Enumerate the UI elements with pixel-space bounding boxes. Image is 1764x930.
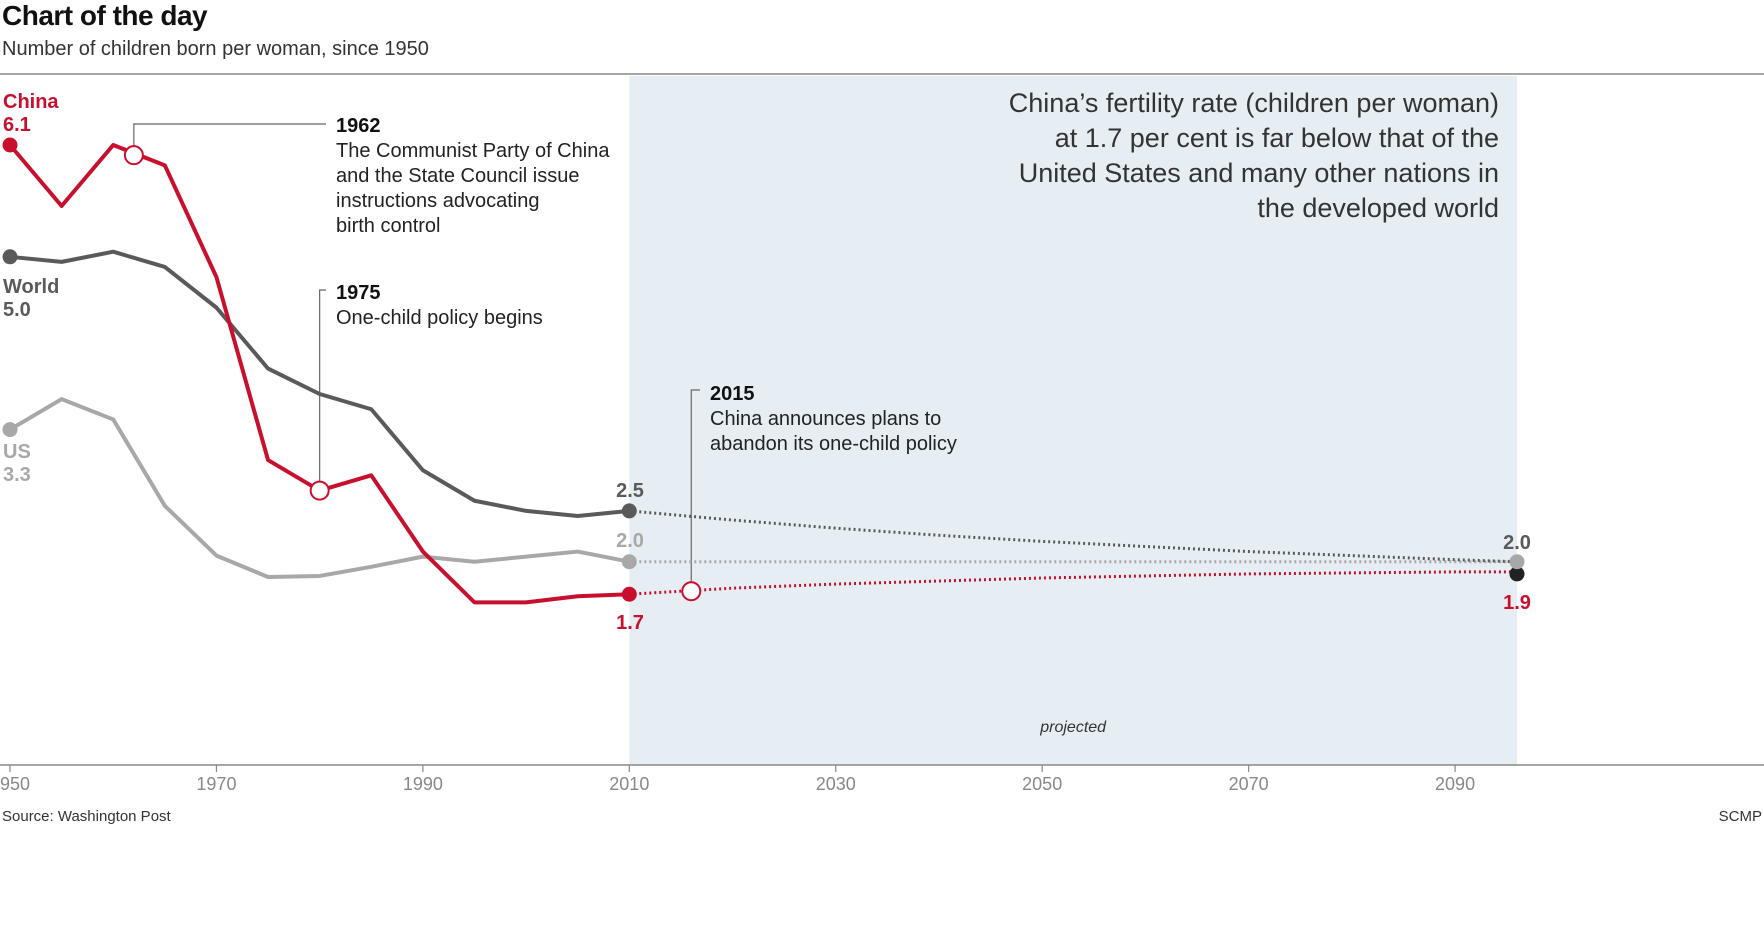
- x-tick-label: 2090: [1435, 774, 1475, 794]
- series-points: [2, 137, 1525, 602]
- world-2010-point: [621, 503, 637, 519]
- page-subtitle: Number of children born per woman, since…: [2, 38, 429, 60]
- china-name-label: China: [3, 91, 59, 113]
- us-name-label: US: [3, 441, 31, 463]
- x-tick-label: 2010: [609, 774, 649, 794]
- x-tick-label: 2030: [816, 774, 856, 794]
- china-2010-point: [621, 586, 637, 602]
- annotation-marker-1962: [123, 145, 144, 166]
- us-start-point: [2, 422, 18, 438]
- x-tick-label: 1990: [403, 774, 443, 794]
- chart-note-line: the developed world: [1257, 193, 1499, 223]
- annotation-leader-1975: [319, 289, 326, 491]
- chart-note-line: United States and many other nations in: [1019, 158, 1499, 188]
- x-tick-label: 1950: [0, 774, 30, 794]
- china-start-point: [2, 137, 18, 153]
- annotation-leader-2015: [690, 389, 700, 592]
- x-tick-label: 2070: [1229, 774, 1269, 794]
- annotation-year-2015: 2015: [710, 383, 755, 405]
- annotation-text-1962: and the State Council issue: [336, 165, 580, 187]
- annotation-text-1962: The Communist Party of China: [336, 140, 610, 162]
- world-start-point: [2, 249, 18, 265]
- world-line: [9, 249, 630, 518]
- projection-band: [629, 76, 1517, 765]
- annotation-year-1962: 1962: [336, 115, 381, 137]
- chart-note-line: China’s fertility rate (children per wom…: [1009, 88, 1499, 118]
- x-tick-label: 2050: [1022, 774, 1062, 794]
- projection-label: projected: [1039, 719, 1107, 736]
- annotation-text-1975: One-child policy begins: [336, 307, 543, 329]
- annotations: 1962 The Communist Party of China and the …: [336, 115, 957, 455]
- china-start-value-label: 6.1: [3, 114, 31, 136]
- annotation-text-2015: abandon its one-child policy: [710, 433, 957, 455]
- china-2010-value-label: 1.7: [616, 612, 644, 634]
- world-2010-value-label: 2.5: [616, 480, 644, 502]
- us-projected-value-label: 2.0: [1503, 532, 1531, 554]
- annotation-leaders: [133, 123, 700, 592]
- x-axis: 1950 1970 1990 2010 2030 2050 2070 2090: [0, 764, 1764, 794]
- world-name-label: World: [3, 276, 59, 298]
- world-start-value-label: 5.0: [3, 299, 31, 321]
- annotation-marker-2015: [681, 581, 702, 602]
- china-projection-line: [629, 570, 1517, 596]
- credit-note: SCMP: [1718, 808, 1762, 825]
- annotation-leader-1962: [133, 123, 326, 156]
- world-projection-line: [629, 509, 1518, 564]
- china-projected-value-label: 1.9: [1503, 592, 1531, 614]
- source-note: Source: Washington Post: [2, 808, 171, 825]
- annotation-text-1962: instructions advocating: [336, 190, 539, 212]
- page-title: Chart of the day: [2, 0, 208, 31]
- china-projected-end-point: [1509, 566, 1525, 582]
- us-line: [8, 397, 630, 579]
- us-start-value-label: 3.3: [3, 464, 31, 486]
- us-2010-value-label: 2.0: [616, 530, 644, 552]
- annotation-text-2015: China announces plans to: [710, 408, 941, 430]
- annotation-year-1975: 1975: [336, 282, 381, 304]
- us-2010-point: [621, 554, 637, 570]
- chart-note: China’s fertility rate (children per wom…: [1009, 88, 1499, 223]
- us-projected-end-point: [1509, 554, 1525, 570]
- annotation-marker-1975: [309, 480, 330, 501]
- chart-note-line: at 1.7 per cent is far below that of the: [1055, 123, 1499, 153]
- x-tick-label: 1970: [196, 774, 236, 794]
- annotation-text-1962: birth control: [336, 215, 441, 237]
